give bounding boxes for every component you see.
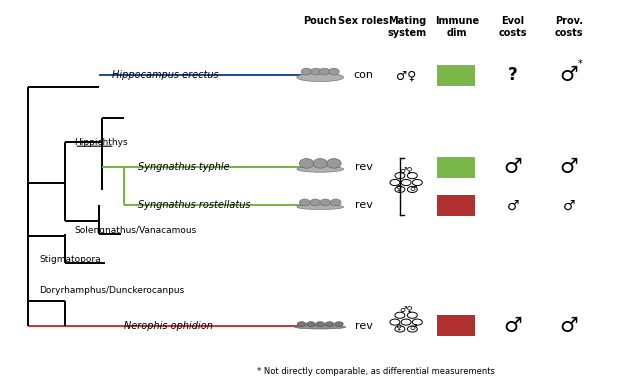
Text: Hippocampus erectus: Hippocampus erectus: [112, 71, 219, 80]
Text: ♂: ♂: [410, 323, 418, 333]
Bar: [437, 195, 475, 216]
Text: *: *: [578, 59, 583, 69]
Text: rev: rev: [355, 162, 373, 172]
Ellipse shape: [316, 322, 325, 326]
Text: Syngnathus typhle: Syngnathus typhle: [138, 162, 230, 172]
Ellipse shape: [319, 68, 330, 75]
Ellipse shape: [297, 322, 306, 326]
Ellipse shape: [310, 199, 320, 206]
Bar: [437, 157, 475, 178]
Ellipse shape: [328, 68, 339, 75]
Text: Prov.
costs: Prov. costs: [555, 16, 583, 38]
Text: ♂: ♂: [410, 184, 418, 193]
Text: ♂: ♂: [504, 157, 522, 177]
Text: Stigmatopora: Stigmatopora: [39, 255, 100, 263]
Text: rev: rev: [355, 201, 373, 210]
Text: ♂: ♂: [563, 199, 575, 213]
Ellipse shape: [320, 199, 330, 206]
Text: * Not directly comparable, as differential measurements: * Not directly comparable, as differenti…: [257, 367, 495, 376]
Text: Mating
system: Mating system: [388, 16, 427, 38]
Ellipse shape: [325, 322, 334, 326]
Text: Immune
dim: Immune dim: [435, 16, 479, 38]
Text: Evol
costs: Evol costs: [499, 16, 528, 38]
Ellipse shape: [297, 166, 344, 172]
Text: ♂: ♂: [560, 316, 578, 336]
Text: ♂: ♂: [504, 316, 522, 336]
Text: Nerophis ophidion: Nerophis ophidion: [124, 321, 213, 331]
Ellipse shape: [301, 68, 312, 75]
Text: ♂: ♂: [560, 66, 578, 85]
Ellipse shape: [300, 159, 314, 168]
Ellipse shape: [300, 199, 310, 206]
Bar: [437, 315, 475, 336]
Text: ♂: ♂: [560, 157, 578, 177]
Ellipse shape: [335, 322, 344, 326]
Text: ?: ?: [508, 66, 518, 85]
Ellipse shape: [297, 73, 344, 81]
Ellipse shape: [297, 204, 344, 210]
Text: ♀: ♀: [396, 184, 402, 193]
Text: Pouch: Pouch: [303, 16, 337, 26]
Text: Solengnathus/Vanacamous: Solengnathus/Vanacamous: [74, 226, 197, 235]
Text: Doryrhamphus/Dunckerocanpus: Doryrhamphus/Dunckerocanpus: [39, 286, 184, 295]
Text: con: con: [354, 71, 374, 80]
Bar: [437, 65, 475, 86]
Ellipse shape: [295, 325, 346, 329]
Text: Hippichthys: Hippichthys: [74, 138, 128, 147]
Text: rev: rev: [355, 321, 373, 331]
Ellipse shape: [306, 322, 315, 326]
Ellipse shape: [327, 159, 341, 168]
Ellipse shape: [311, 68, 321, 75]
Text: ♂: ♂: [507, 199, 519, 213]
Ellipse shape: [330, 199, 341, 206]
Text: Syngnathus rostellatus: Syngnathus rostellatus: [138, 201, 251, 210]
Text: ♂♀: ♂♀: [396, 69, 416, 82]
Text: Sex roles: Sex roles: [338, 16, 389, 26]
Text: ♂♀: ♂♀: [399, 166, 413, 175]
Text: ♀: ♀: [396, 323, 402, 333]
Ellipse shape: [313, 159, 327, 168]
Text: ♂♀: ♂♀: [399, 305, 413, 314]
